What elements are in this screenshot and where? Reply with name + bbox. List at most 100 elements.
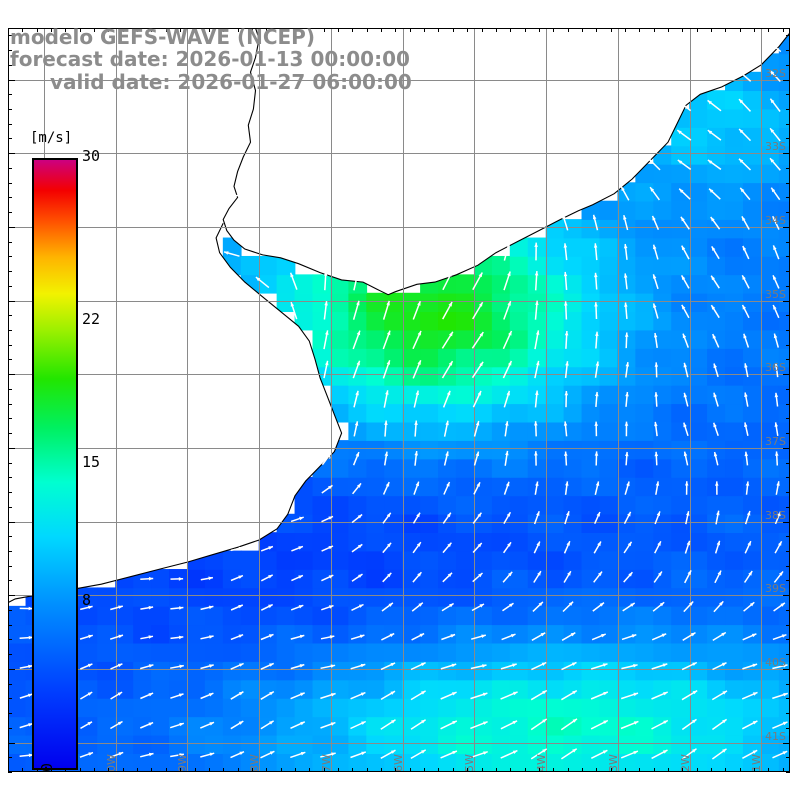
- raster-cell: [778, 587, 790, 607]
- raster-cell: [151, 569, 170, 589]
- wind-arrow: [685, 511, 690, 525]
- raster-cell: [599, 311, 619, 331]
- raster-cell: [653, 569, 673, 589]
- raster-cell: [240, 753, 260, 772]
- raster-cell: [509, 348, 529, 368]
- raster-cell: [635, 219, 655, 239]
- raster-cell: [689, 108, 708, 128]
- wind-arrow: [441, 331, 454, 349]
- wind-arrow: [648, 158, 661, 171]
- raster-cell: [384, 532, 403, 552]
- raster-cell: [778, 458, 790, 478]
- wind-arrow: [503, 300, 512, 320]
- y-tick-left: [8, 757, 12, 759]
- x-tick-top: [567, 28, 569, 32]
- wind-arrow: [260, 574, 274, 582]
- raster-cell: [204, 624, 224, 644]
- wind-arrow: [534, 360, 540, 379]
- wind-arrow: [411, 632, 425, 641]
- raster-cell: [545, 550, 565, 570]
- map-plot-area[interactable]: 32S33S34S35S36S37S38S39S40S41S61W60W59W5…: [8, 28, 790, 772]
- raster-cell: [473, 734, 493, 754]
- wind-arrow: [534, 300, 539, 320]
- raster-cell: [563, 329, 583, 349]
- wind-arrow: [472, 390, 482, 408]
- raster-cell: [276, 716, 296, 736]
- raster-cell: [617, 550, 637, 570]
- raster-cell: [581, 311, 601, 331]
- raster-cell: [778, 348, 790, 368]
- wind-arrow: [595, 391, 599, 407]
- land-mask-and-coastline: [8, 28, 790, 604]
- raster-cell: [581, 605, 601, 626]
- y-tick-left: [8, 197, 12, 199]
- raster-cell: [527, 274, 547, 294]
- raster-cell: [599, 476, 619, 497]
- raster-cell: [366, 495, 386, 515]
- x-tick: [309, 768, 311, 772]
- y-tick-right: [786, 580, 790, 582]
- raster-cell: [133, 587, 152, 607]
- raster-cell: [742, 200, 762, 220]
- raster-cell: [402, 734, 421, 754]
- wind-arrow: [564, 481, 569, 495]
- wind-arrow: [352, 330, 361, 350]
- raster-cell: [617, 679, 637, 699]
- raster-cell: [402, 458, 421, 478]
- wind-arrow: [500, 749, 518, 759]
- x-tick-top: [36, 28, 38, 32]
- raster-cell: [527, 237, 547, 257]
- raster-cell: [330, 697, 350, 718]
- raster-cell: [599, 274, 619, 294]
- raster-cell: [384, 292, 403, 313]
- raster-cell: [438, 292, 457, 313]
- wind-arrow: [534, 330, 540, 350]
- wind-arrow: [654, 392, 658, 407]
- wind-arrow: [290, 721, 306, 729]
- raster-cell: [707, 642, 726, 662]
- y-tick-right: [786, 639, 790, 641]
- raster-cell: [366, 366, 386, 386]
- raster-cell: [689, 421, 708, 441]
- raster-cell: [133, 679, 152, 699]
- raster-cell: [420, 403, 439, 423]
- raster-cell: [545, 440, 565, 460]
- wind-arrow: [590, 749, 608, 759]
- raster-cell: [725, 127, 744, 147]
- raster-cell: [455, 734, 475, 754]
- raster-cell: [635, 348, 655, 368]
- raster-cell: [707, 753, 726, 772]
- graticule-parallel: [8, 447, 790, 449]
- raster-cell: [725, 366, 744, 386]
- wind-arrow: [562, 214, 569, 231]
- wind-arrow: [470, 750, 488, 759]
- raster-cell: [330, 292, 350, 313]
- wind-arrow: [741, 720, 758, 730]
- raster-cell: [151, 679, 170, 699]
- raster-cell: [707, 182, 726, 202]
- wind-arrow: [683, 600, 694, 613]
- wind-arrow: [352, 360, 361, 379]
- x-tick: [22, 768, 24, 772]
- raster-cell: [563, 366, 583, 386]
- colorbar[interactable]: [32, 158, 78, 770]
- raster-cell: [240, 255, 260, 276]
- raster-cell: [473, 679, 493, 699]
- raster-cell: [725, 163, 744, 184]
- lon-label-53W: 53W: [606, 754, 620, 772]
- raster-cell: [509, 366, 529, 386]
- wind-arrow: [321, 604, 334, 611]
- raster-cell: [635, 182, 655, 202]
- y-tick-right: [786, 492, 790, 494]
- wind-arrow: [472, 542, 483, 554]
- raster-cell: [778, 476, 790, 497]
- raster-cell: [742, 403, 762, 423]
- raster-cell: [689, 495, 708, 515]
- raster-cell: [509, 329, 529, 349]
- raster-cell: [420, 329, 439, 349]
- raster-cell: [545, 255, 565, 276]
- wind-arrow: [350, 720, 367, 730]
- raster-cell: [617, 348, 637, 368]
- raster-cell: [563, 587, 583, 607]
- raster-cell: [473, 697, 493, 718]
